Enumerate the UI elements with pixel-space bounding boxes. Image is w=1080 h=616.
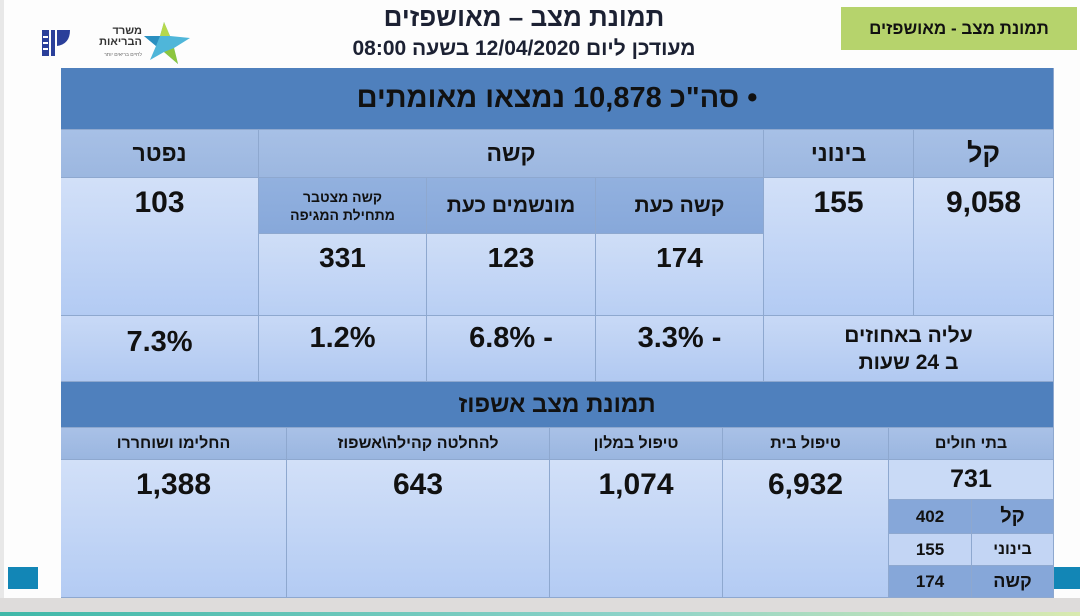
header-deceased: נפטר <box>61 130 259 178</box>
update-timestamp: מעודכן ליום 12/04/2020 בשעה 08:00 <box>352 37 696 60</box>
severe-cumulative-value: 331 <box>259 234 427 316</box>
ministry-of-health-logo: משרד הבריאות לחיים בריאים יותר <box>84 20 192 66</box>
menorah-emblem-icon <box>42 30 70 56</box>
hospitalization-band: תמונת מצב אשפוז <box>61 382 1054 428</box>
deceased-change: 7.3% <box>61 316 259 382</box>
section-tag: תמונת מצב - מאושפזים <box>841 7 1077 50</box>
ventilated-now-value: 123 <box>427 234 596 316</box>
change-24h-label: עליה באחוזים ב 24 שעות <box>764 316 1054 382</box>
total-confirmed-band: • סה"כ 10,878 נמצאו מאומתים <box>61 68 1054 130</box>
home-care-value: 6,932 <box>723 460 889 598</box>
header-ventilated-now: מונשמים כעת <box>427 178 596 234</box>
bottom-bar <box>0 598 1080 612</box>
header-hospitals: בתי חולים <box>889 428 1054 460</box>
severe-now-change: - 3.3% <box>596 316 764 382</box>
ministry-tagline: לחיים בריאים יותר <box>104 52 142 58</box>
hospitals-value: 731 <box>889 460 1054 500</box>
header-pending: להחלטה קהילה\אשפוז <box>287 428 550 460</box>
status-table: • סה"כ 10,878 נמצאו מאומתים נפטר קשה בינ… <box>61 68 1054 598</box>
header-home-care: טיפול בית <box>723 428 889 460</box>
hospital-breakdown-label-mild: קל <box>972 500 1054 534</box>
decorative-corner-left <box>8 567 38 589</box>
hospital-breakdown-value-mild: 402 <box>889 500 972 534</box>
decorative-corner-right <box>1054 567 1080 589</box>
hotel-care-value: 1,074 <box>550 460 723 598</box>
header-severe: קשה <box>259 130 764 178</box>
recovered-value: 1,388 <box>61 460 287 598</box>
ministry-name: משרד הבריאות <box>99 25 142 48</box>
severe-now-value: 174 <box>596 234 764 316</box>
hospital-breakdown-value-severe: 174 <box>889 566 972 598</box>
mild-value: 9,058 <box>914 178 1054 316</box>
hospital-breakdown-label-moderate: בינוני <box>972 534 1054 566</box>
page-title: תמונת מצב – מאושפזים <box>383 2 665 32</box>
moderate-value: 155 <box>764 178 914 316</box>
slide: משרד הבריאות לחיים בריאים יותר תמונת מצב… <box>0 0 1080 598</box>
header-recovered: החלימו ושוחררו <box>61 428 287 460</box>
header-moderate: בינוני <box>764 130 914 178</box>
ministry-star-icon <box>144 22 190 64</box>
hospital-breakdown-label-severe: קשה <box>972 566 1054 598</box>
severe-cumulative-change: 1.2% <box>259 316 427 382</box>
header-severe-cumulative: קשה מצטבר מתחילת המגיפה <box>259 178 427 234</box>
ventilated-now-change: - 6.8% <box>427 316 596 382</box>
hospital-breakdown-value-moderate: 155 <box>889 534 972 566</box>
pending-value: 643 <box>287 460 550 598</box>
header-mild: קל <box>914 130 1054 178</box>
bottom-accent-line <box>0 612 1080 616</box>
deceased-value: 103 <box>61 178 259 316</box>
header-severe-now: קשה כעת <box>596 178 764 234</box>
header-hotel-care: טיפול במלון <box>550 428 723 460</box>
